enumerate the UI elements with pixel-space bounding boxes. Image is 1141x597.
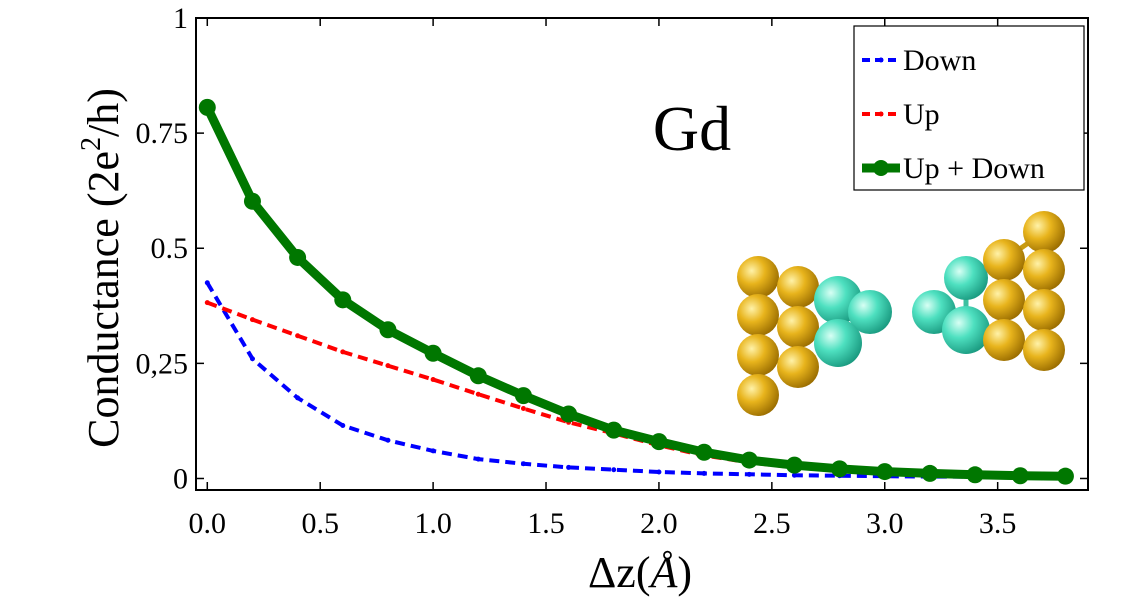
series-layer bbox=[198, 98, 1074, 485]
series-2 bbox=[198, 98, 1074, 485]
y-tick-label-2: 0.5 bbox=[151, 232, 189, 265]
x-axis-label: Δz(Å) bbox=[588, 548, 692, 597]
series-0-point-13 bbox=[791, 472, 797, 478]
legend-label-1: Up bbox=[903, 98, 940, 131]
y-axis-label: Conductance (2e2/h) bbox=[76, 88, 128, 448]
legend-marker-1 bbox=[878, 111, 884, 117]
x-tick-label-2: 1.0 bbox=[414, 507, 452, 540]
series-2-point-3 bbox=[334, 291, 352, 309]
legend-label-0: Down bbox=[903, 44, 976, 77]
series-1-point-0 bbox=[204, 300, 210, 306]
x-tick-label-4: 2.0 bbox=[640, 507, 678, 540]
y-tick-label-4: 1 bbox=[173, 2, 188, 35]
series-2-point-0 bbox=[198, 98, 216, 116]
y-tick-label-0: 0 bbox=[173, 462, 188, 495]
x-tick-label-7: 3.5 bbox=[979, 507, 1017, 540]
legend-marker-0 bbox=[878, 57, 884, 63]
plot-frame bbox=[195, 17, 1089, 491]
series-0-point-9 bbox=[611, 467, 617, 473]
series-2-point-11 bbox=[695, 443, 713, 461]
atomic-junction-inset bbox=[737, 211, 1065, 416]
series-2-point-2 bbox=[289, 248, 307, 266]
series-2-point-9 bbox=[605, 421, 623, 439]
series-2-point-6 bbox=[469, 367, 487, 385]
series-1-point-6 bbox=[475, 391, 481, 397]
series-1-point-7 bbox=[520, 405, 526, 411]
series-0-point-3 bbox=[340, 423, 346, 429]
series-2-point-17 bbox=[966, 466, 984, 484]
series-2-point-15 bbox=[876, 463, 894, 481]
series-2-point-13 bbox=[785, 456, 803, 474]
legend: Down Up Up + Down bbox=[853, 25, 1085, 191]
element-annotation: Gd bbox=[653, 93, 731, 164]
series-2-point-12 bbox=[740, 451, 758, 469]
legend-label-2: Up + Down bbox=[903, 152, 1045, 185]
series-0-point-8 bbox=[566, 464, 572, 470]
series-0-point-12 bbox=[746, 471, 752, 477]
series-0-point-10 bbox=[656, 469, 662, 475]
y-tick-label-3: 0.75 bbox=[136, 117, 189, 150]
series-0-point-1 bbox=[249, 356, 255, 362]
series-0-point-6 bbox=[475, 456, 481, 462]
series-2-point-14 bbox=[831, 460, 849, 478]
series-1-point-4 bbox=[385, 363, 391, 369]
series-2-point-18 bbox=[1011, 467, 1029, 485]
x-tick-label-5: 2.5 bbox=[753, 507, 791, 540]
series-0-point-2 bbox=[295, 395, 301, 401]
series-2-point-8 bbox=[560, 405, 578, 423]
series-1-point-1 bbox=[249, 317, 255, 323]
x-tick-label-3: 1.5 bbox=[527, 507, 565, 540]
ticks-layer: 0.0 0.5 1.0 1.5 2.0 2.5 3.0 3.5 0 0,25 0.5 0.75 1 bbox=[136, 2, 1088, 540]
legend-marker-2 bbox=[873, 160, 889, 176]
series-0-point-0 bbox=[204, 280, 210, 286]
series-2-point-19 bbox=[1056, 467, 1074, 485]
y-tick-label-1: 0,25 bbox=[136, 347, 189, 380]
series-0-point-11 bbox=[701, 470, 707, 476]
series-0-point-7 bbox=[520, 461, 526, 467]
series-1-point-2 bbox=[295, 333, 301, 339]
series-2-point-7 bbox=[514, 387, 532, 405]
series-2-point-1 bbox=[243, 192, 261, 210]
series-2-point-16 bbox=[921, 464, 939, 482]
series-2-point-4 bbox=[379, 321, 397, 339]
legend-box bbox=[853, 25, 1085, 191]
series-1-point-3 bbox=[340, 349, 346, 355]
x-tick-label-0: 0.0 bbox=[189, 507, 227, 540]
series-2-point-10 bbox=[650, 433, 668, 451]
series-2-point-5 bbox=[424, 344, 442, 362]
series-1-point-5 bbox=[430, 376, 436, 382]
series-0-point-4 bbox=[385, 437, 391, 443]
x-tick-label-6: 3.0 bbox=[866, 507, 904, 540]
series-0-point-5 bbox=[430, 448, 436, 454]
x-tick-label-1: 0.5 bbox=[301, 507, 339, 540]
